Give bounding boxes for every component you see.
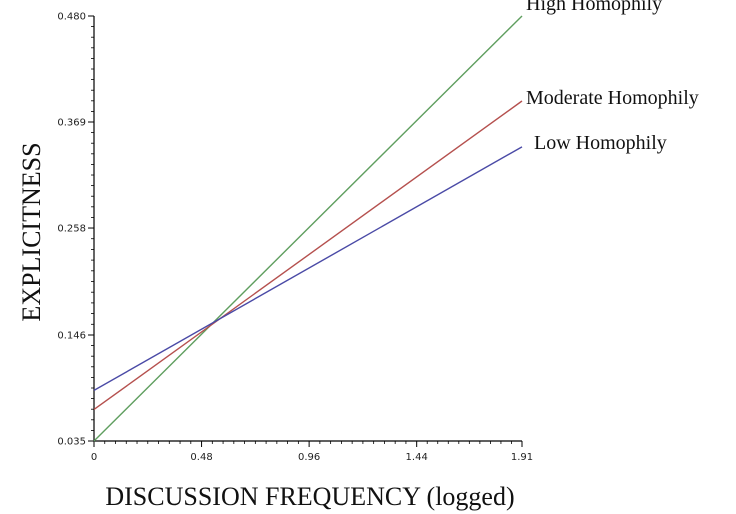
y-tick-label: 0.035 bbox=[57, 437, 86, 448]
y-tick-label: 0.146 bbox=[57, 330, 86, 341]
y-tick-label: 0.480 bbox=[57, 12, 86, 23]
series-lines bbox=[93, 15, 523, 442]
series-line bbox=[93, 15, 523, 442]
series-line bbox=[93, 100, 523, 411]
ticks bbox=[88, 15, 523, 447]
x-tick-label: 0 bbox=[91, 452, 97, 463]
x-tick-label: 0.48 bbox=[190, 452, 212, 463]
x-tick-label: 1.44 bbox=[406, 452, 428, 463]
y-axis-title: EXPLICITNESS bbox=[17, 142, 46, 321]
series-label: High Homophily bbox=[526, 0, 662, 15]
y-tick-label: 0.369 bbox=[57, 118, 86, 129]
tick-labels: 0.035 0.146 0.258 0.369 0.480 0 0.48 0.96 1.44 1.… bbox=[57, 12, 533, 464]
series-labels: High Homophily Moderate Homophily Low Homo… bbox=[526, 0, 699, 154]
x-tick-label: 1.91 bbox=[511, 452, 533, 463]
series-line bbox=[93, 146, 523, 391]
y-tick-label: 0.258 bbox=[57, 224, 86, 235]
x-tick-label: 0.96 bbox=[298, 452, 320, 463]
series-label: Moderate Homophily bbox=[526, 87, 699, 109]
x-axis-title: DISCUSSION FREQUENCY (logged) bbox=[105, 482, 514, 511]
series-label: Low Homophily bbox=[534, 132, 667, 154]
